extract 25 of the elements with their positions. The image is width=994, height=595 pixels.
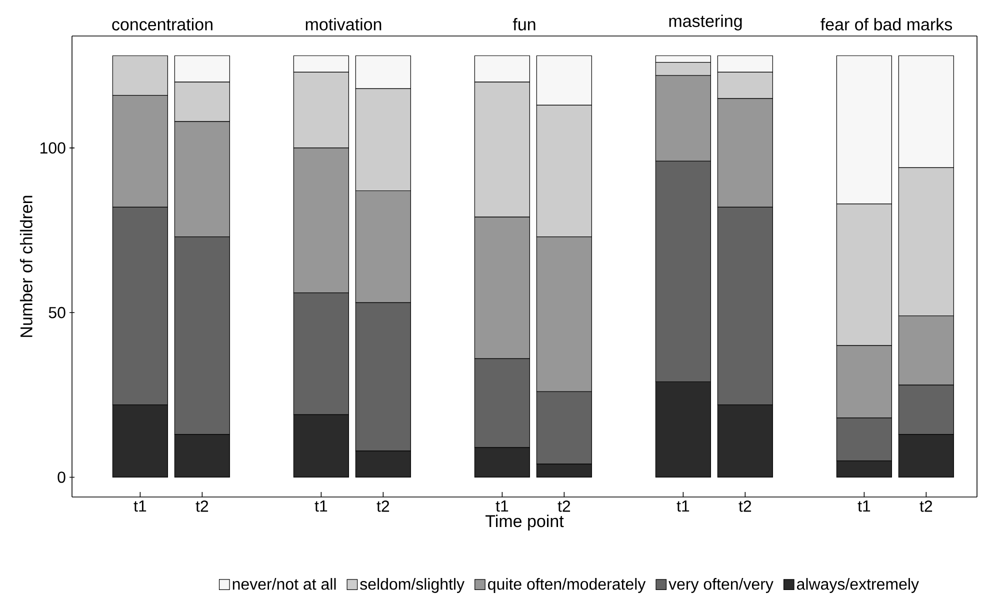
chart-title: concentration [112, 18, 212, 30]
legend-label: quite often/moderately [488, 578, 646, 593]
x-tick-label: t1 [676, 500, 690, 512]
x-tick-label: t2 [920, 500, 932, 512]
x-tick-label: t1 [314, 500, 328, 512]
legend-label: always/extremely [796, 578, 919, 593]
y-tick-label: 100 [40, 142, 66, 154]
chart-title: motivation [306, 18, 382, 30]
chart-title: fear of bad marks [820, 18, 952, 30]
x-tick-label: t1 [496, 500, 508, 512]
legend-label: seldom/slightly [360, 578, 464, 593]
x-tick-label: t2 [196, 500, 208, 512]
y-tick-label: 0 [58, 472, 66, 483]
x-tick-label: t2 [376, 500, 390, 512]
x-tick-label: t2 [738, 500, 752, 512]
legend-label: never/not at all [232, 578, 336, 590]
x-tick-label: t1 [134, 500, 146, 512]
chart-title: fun [512, 18, 536, 30]
y-axis-title: Number of children [20, 196, 32, 337]
chart-title: mastering [669, 14, 742, 30]
y-tick-label: 50 [48, 306, 66, 318]
x-axis-title: Time point [486, 514, 564, 530]
legend-label: very often/very [668, 578, 774, 593]
x-tick-label: t1 [858, 500, 870, 512]
x-tick-label: t2 [558, 500, 570, 512]
